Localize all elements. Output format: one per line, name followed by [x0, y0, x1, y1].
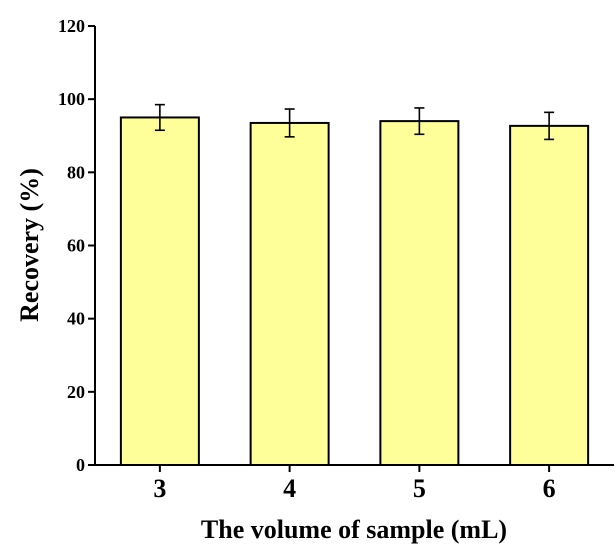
x-tick-label: 6: [543, 474, 556, 503]
x-ticks-group: 3 4 5 6: [153, 465, 556, 503]
y-ticks-group: 0 20 40 60 80 100 120: [58, 16, 95, 475]
y-tick-label: 120: [58, 16, 85, 36]
x-tick-label: 5: [413, 474, 426, 503]
error-bars-group: [154, 103, 555, 141]
x-tick-label: 3: [153, 474, 166, 503]
y-tick-label: 60: [67, 236, 85, 256]
y-tick-label: 40: [67, 309, 85, 329]
bar: [509, 124, 590, 466]
bars-group: [119, 116, 590, 466]
bar: [379, 120, 460, 466]
bar: [119, 116, 200, 466]
y-tick-label: 100: [58, 89, 85, 109]
bar: [249, 121, 330, 466]
x-tick-label: 4: [283, 474, 296, 503]
y-axis-label: Recovery (%): [15, 168, 44, 322]
y-tick-label: 20: [67, 382, 85, 402]
y-tick-label: 80: [67, 162, 85, 182]
x-axis-label: The volume of sample (mL): [201, 515, 507, 544]
y-tick-label: 0: [76, 455, 85, 475]
